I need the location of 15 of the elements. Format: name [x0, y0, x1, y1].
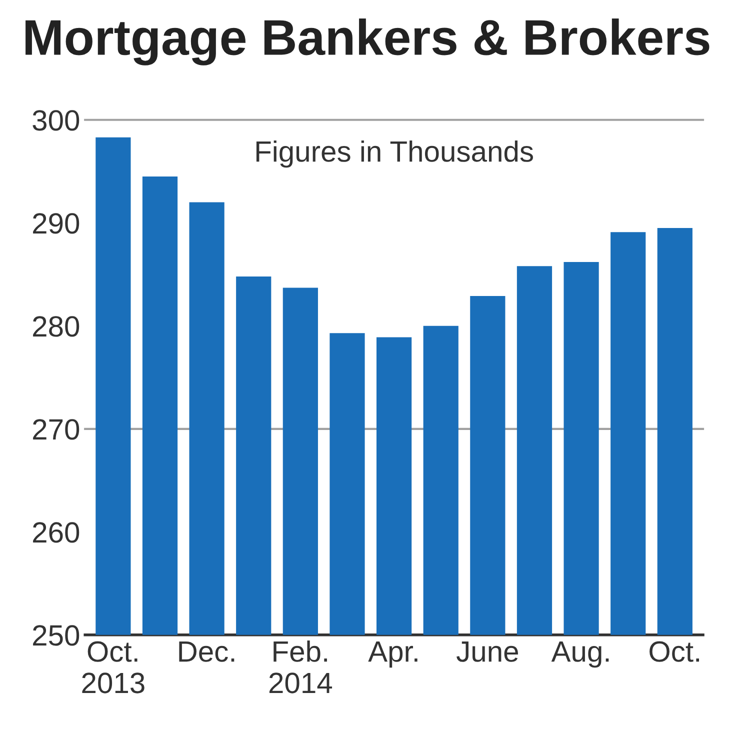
- x-tick-label: Aug.: [551, 642, 609, 668]
- y-tick-label: 280: [33, 316, 80, 337]
- x-tick-label: Oct. 2013: [82, 641, 144, 694]
- y-tick-label: 300: [32, 110, 80, 131]
- x-tick-label: Apr.: [368, 642, 418, 668]
- x-tick-label: Oct.: [650, 641, 699, 662]
- y-tick-label: 270: [33, 419, 80, 440]
- x-tick-label: Dec.: [179, 642, 234, 662]
- chart-title: Mortgage Bankers & Brokers: [26, 18, 710, 66]
- x-tick-label: Feb. 2014: [269, 640, 332, 694]
- annotation: Figures in Thousands: [256, 140, 533, 168]
- y-tick-label: 260: [33, 522, 80, 543]
- y-tick-label: 290: [33, 213, 80, 234]
- y-tick-label: 250: [33, 625, 80, 646]
- x-tick-label: June: [456, 642, 518, 662]
